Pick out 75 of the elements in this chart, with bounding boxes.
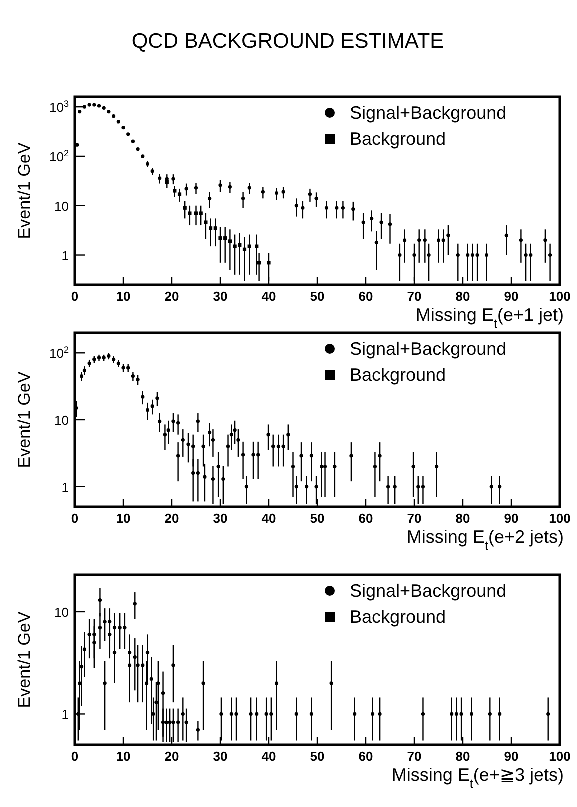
point	[242, 248, 247, 252]
y-tick-label: 10	[54, 604, 69, 620]
y-tick-label: 1	[62, 480, 69, 495]
x-tick-label: 90	[504, 511, 519, 526]
point	[267, 261, 271, 265]
point	[248, 244, 252, 248]
y-tick-label: 10	[54, 413, 69, 428]
point	[204, 220, 208, 224]
x-tick-label: 0	[71, 289, 79, 304]
point	[173, 189, 177, 193]
x-tick-label: 30	[213, 511, 228, 526]
x-tick-label: 0	[71, 749, 79, 764]
point	[199, 212, 203, 216]
point	[238, 243, 242, 247]
x-tick-label: 70	[407, 749, 422, 764]
point	[255, 244, 259, 248]
x-tick-label: 50	[310, 511, 325, 526]
y-tick-label: 10$^{2}$	[49, 148, 69, 164]
x-tick-label: 50	[310, 749, 325, 764]
x-tick-label: 90	[504, 749, 519, 764]
x-tick-label: 20	[164, 289, 180, 304]
x-tick-label: 100	[549, 749, 571, 764]
legend-label: Signal+Background	[350, 581, 507, 601]
point	[194, 212, 198, 216]
x-tick-label: 10	[116, 511, 131, 526]
x-axis-title: Missing E$_{t}$(e+≧3 jets)	[392, 765, 564, 791]
legend-label: Signal+Background	[350, 339, 507, 359]
x-tick-label: 40	[262, 289, 276, 304]
x-tick-label: 90	[504, 289, 519, 304]
point	[224, 236, 228, 240]
x-tick-label: 80	[456, 749, 470, 764]
point	[258, 261, 262, 265]
x-tick-label: 80	[456, 511, 470, 526]
y-axis-title: Event/1 GeV	[15, 371, 34, 468]
chart-title: QCD BACKGROUND ESTIMATE	[132, 30, 444, 53]
x-tick-label: 60	[358, 511, 374, 526]
x-tick-label: 60	[358, 289, 374, 304]
x-tick-label: 80	[456, 289, 470, 304]
x-tick-label: 30	[213, 289, 228, 304]
point	[209, 226, 213, 230]
point	[188, 212, 192, 216]
x-tick-label: 60	[358, 749, 374, 764]
x-tick-label: 10	[116, 749, 131, 764]
x-tick-label: 20	[164, 749, 180, 764]
y-tick-label: 10$^{2}$	[49, 345, 69, 362]
x-tick-label: 40	[262, 749, 276, 764]
legend-label: Background	[350, 365, 446, 385]
legend-label: Background	[350, 129, 446, 149]
y-tick-label: 10	[54, 198, 69, 214]
point	[214, 226, 218, 230]
x-tick-label: 30	[213, 749, 228, 764]
x-axis-title: Missing E$_{t}$(e+2 jets)	[406, 527, 564, 553]
y-tick-label: 10$^{3}$	[49, 99, 69, 116]
x-axis-title: Missing E$_{t}$(e+1 jet)	[416, 305, 564, 331]
point	[218, 236, 222, 240]
legend-label: Background	[350, 607, 446, 627]
y-tick-label: 1	[62, 248, 69, 264]
point	[183, 206, 187, 210]
legend-label: Signal+Background	[350, 103, 507, 123]
x-tick-label: 0	[71, 511, 79, 526]
x-tick-label: 70	[407, 289, 422, 304]
point	[228, 240, 232, 244]
x-tick-label: 40	[262, 511, 276, 526]
x-tick-label: 20	[164, 511, 180, 526]
x-tick-label: 100	[549, 289, 571, 304]
x-tick-label: 100	[549, 511, 571, 526]
y-axis-title: Event/1 GeV	[15, 611, 34, 708]
x-tick-label: 10	[116, 289, 131, 304]
y-tick-label: 1	[62, 707, 69, 722]
x-tick-label: 70	[407, 511, 422, 526]
point	[165, 180, 169, 184]
point	[178, 192, 182, 196]
x-tick-label: 50	[310, 289, 325, 304]
point	[233, 244, 237, 248]
y-axis-title: Event/1 GeV	[15, 142, 34, 240]
